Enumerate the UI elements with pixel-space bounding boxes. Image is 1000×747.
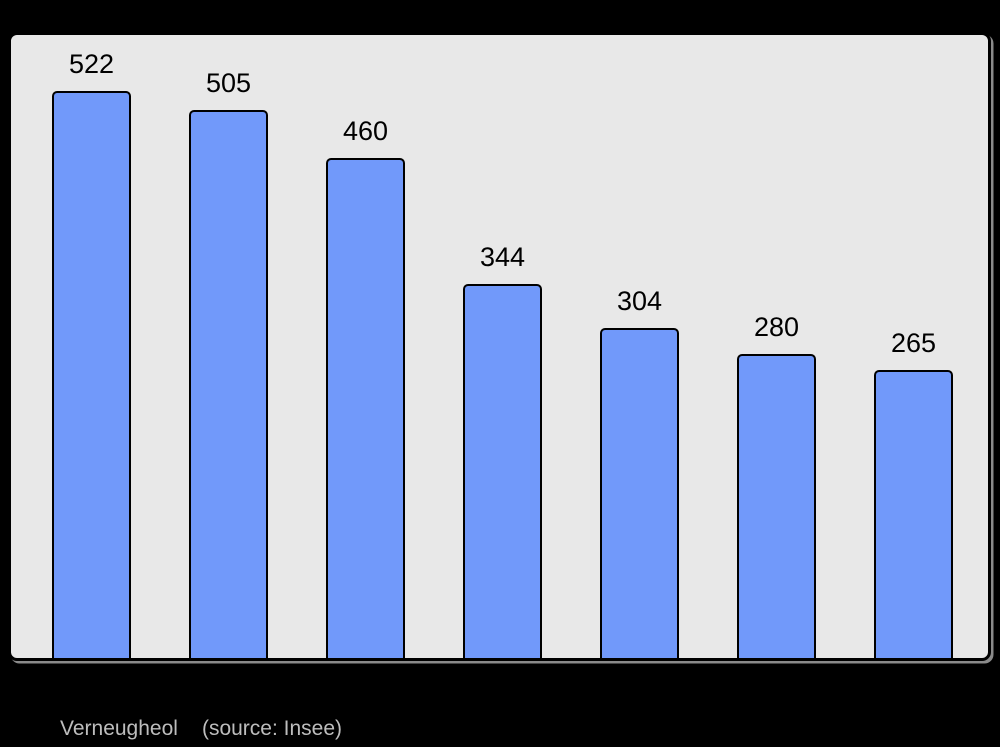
bar-slot: 304 [600,35,679,658]
bar-slot: 522 [52,35,131,658]
bars-container: 522 505 460 344 304 280 265 [11,35,988,658]
bar [737,354,816,658]
bar [463,284,542,658]
plot-area: 522 505 460 344 304 280 265 [8,32,991,661]
bar-value-label: 344 [479,242,526,272]
bar-value-label: 265 [890,328,937,358]
bar-value-label: 460 [342,116,389,146]
bar [189,110,268,658]
bar-value-label: 505 [205,68,252,98]
bar-value-label: 522 [68,49,115,79]
caption-location: Verneugheol [60,717,178,740]
bar-slot: 344 [463,35,542,658]
chart-caption: Verneugheol (source: Insee) [60,718,342,739]
bar [326,158,405,658]
bar-slot: 280 [737,35,816,658]
bar [600,328,679,658]
bar-value-label: 280 [753,312,800,342]
bar-slot: 460 [326,35,405,658]
caption-source: (source: Insee) [201,717,343,740]
bar-value-label: 304 [616,286,663,316]
bar [52,91,131,658]
bar [874,370,953,658]
bar-slot: 505 [189,35,268,658]
bar-slot: 265 [874,35,953,658]
